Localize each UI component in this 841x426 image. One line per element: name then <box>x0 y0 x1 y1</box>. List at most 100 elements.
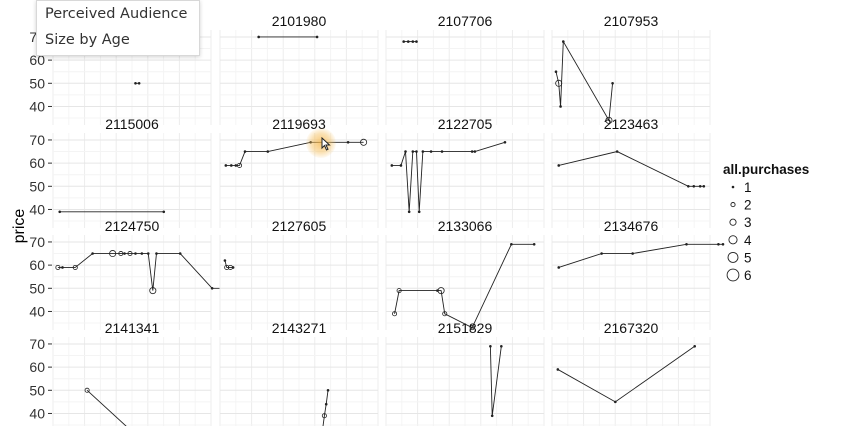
y-tick-label: 50 <box>29 280 45 296</box>
facet-panel: 2107706 <box>385 13 545 125</box>
data-point <box>140 252 144 255</box>
legend-label: 2 <box>744 198 752 213</box>
data-point <box>702 184 706 188</box>
data-point <box>58 210 62 214</box>
legend-key <box>726 268 740 282</box>
data-point <box>611 81 614 85</box>
legend-key <box>731 185 735 189</box>
legend-label: 4 <box>744 233 752 248</box>
data-point <box>415 150 418 153</box>
data-point <box>605 116 613 124</box>
legend-label: 5 <box>744 250 752 265</box>
data-point <box>559 105 562 108</box>
data-point <box>421 150 425 153</box>
data-point <box>266 150 270 153</box>
data-point <box>243 150 247 153</box>
y-tick-label: 60 <box>29 155 45 171</box>
facet-label: 2167320 <box>604 320 659 336</box>
cursor-highlight <box>306 128 336 158</box>
data-point <box>411 40 415 43</box>
facet-label: 2127605 <box>272 218 327 234</box>
data-point <box>510 242 513 246</box>
data-point <box>437 287 445 295</box>
data-point <box>155 252 158 255</box>
y-tick-label: 70 <box>29 234 45 250</box>
data-point <box>693 344 696 348</box>
legend-key <box>727 251 739 263</box>
facet-label: 2115006 <box>105 116 159 132</box>
y-tick-label: 40 <box>29 201 45 217</box>
data-point <box>631 252 634 255</box>
data-point <box>315 35 319 39</box>
facet-panel: 2107953 <box>551 13 711 125</box>
data-point <box>326 388 330 392</box>
facet-panel: 2133066 <box>385 218 545 331</box>
y-axis-label: price <box>11 209 28 244</box>
legend-key <box>730 202 736 208</box>
data-point <box>224 164 228 167</box>
facet-label: 2133066 <box>438 218 493 234</box>
y-tick-label: 50 <box>29 178 45 194</box>
data-point <box>600 252 603 255</box>
data-point <box>470 150 474 153</box>
y-tick-label: 70 <box>29 132 45 148</box>
data-point <box>72 264 78 270</box>
data-point <box>692 184 696 188</box>
data-point <box>109 250 117 258</box>
tooltip-line-2: Size by Age <box>45 32 130 48</box>
data-point <box>134 252 137 255</box>
facet-label: 2124750 <box>105 218 160 234</box>
data-point <box>257 35 260 39</box>
y-tick-label: 60 <box>29 257 45 273</box>
data-point <box>532 242 536 246</box>
legend-label: 3 <box>744 215 752 230</box>
series-line <box>555 40 614 122</box>
tooltip-popup: Perceived Audience Size by Age <box>36 0 200 56</box>
data-point <box>556 368 560 371</box>
data-point <box>210 286 214 290</box>
facet-label: 2151829 <box>438 320 493 336</box>
data-point <box>360 138 368 146</box>
series-line <box>394 243 535 329</box>
data-point <box>685 242 688 246</box>
facet-label: 2107706 <box>438 13 493 29</box>
facet-label: 2134676 <box>604 218 659 234</box>
data-point <box>399 164 403 167</box>
data-point <box>407 210 411 214</box>
data-point <box>411 150 415 153</box>
data-point <box>223 259 227 262</box>
facet-panel: 2122705 <box>385 116 545 228</box>
y-tick-label: 60 <box>29 52 45 68</box>
data-point <box>137 81 141 85</box>
data-point <box>406 40 410 43</box>
facet-label: 2122705 <box>438 116 493 132</box>
data-point <box>392 311 398 317</box>
data-point <box>500 344 503 348</box>
tooltip-line-1: Perceived Audience <box>45 6 188 22</box>
mouse-pointer-icon <box>321 137 331 151</box>
data-point <box>614 400 617 404</box>
facet-panel: 2141341 40 50 60 70 <box>29 320 212 426</box>
legend-label: 6 <box>744 268 752 283</box>
data-point <box>84 387 90 393</box>
facet-label: 2143271 <box>272 320 327 336</box>
facet-label: 2119693 <box>272 116 326 132</box>
y-tick-label: 40 <box>29 303 45 319</box>
data-point <box>234 164 238 167</box>
data-point <box>429 150 433 153</box>
data-point <box>469 325 475 331</box>
data-point <box>324 402 328 406</box>
facet-panel: 2127605 <box>219 218 379 330</box>
data-point <box>615 150 619 153</box>
data-point <box>557 164 561 167</box>
data-point <box>390 164 394 167</box>
facet-panel: 2101980 <box>219 13 379 125</box>
y-tick-label: 40 <box>29 405 45 421</box>
data-point <box>687 184 690 188</box>
data-point <box>230 164 233 167</box>
series-line <box>57 253 224 291</box>
data-point <box>442 311 448 317</box>
y-tick-label: 60 <box>29 359 45 375</box>
series-line <box>86 389 127 426</box>
data-point <box>91 252 94 255</box>
